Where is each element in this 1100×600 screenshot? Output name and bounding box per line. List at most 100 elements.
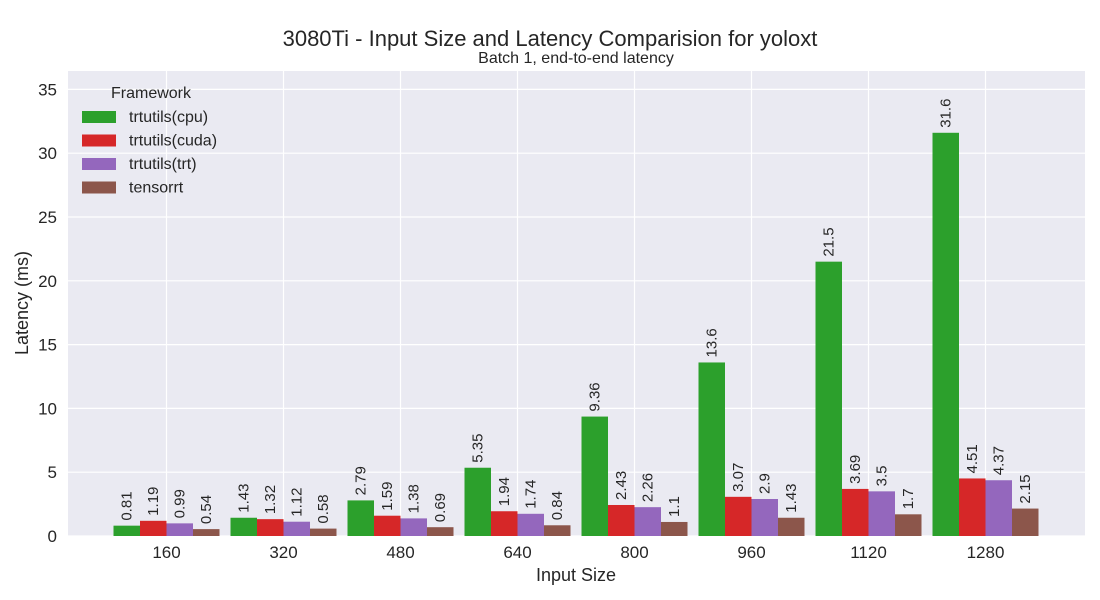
bar-value-label: 21.5 bbox=[821, 227, 838, 256]
legend-swatch bbox=[82, 158, 116, 170]
bar-trtutils(cuda)-800 bbox=[608, 504, 635, 536]
y-tick-label: 15 bbox=[38, 336, 57, 355]
legend-swatch bbox=[82, 111, 116, 123]
bar-value-label: 0.58 bbox=[315, 494, 332, 523]
bar-trtutils(trt)-1120 bbox=[868, 491, 895, 536]
bar-trtutils(cpu)-1280 bbox=[932, 132, 959, 536]
bar-tensorrt-480 bbox=[427, 527, 454, 536]
legend-entry: trtutils(cuda) bbox=[129, 133, 217, 150]
grid-lines bbox=[68, 71, 1085, 537]
y-tick-label: 20 bbox=[38, 272, 57, 291]
bar-value-label: 2.15 bbox=[1017, 474, 1034, 503]
legend-entry: tensorrt bbox=[129, 180, 184, 197]
bar-value-label: 13.6 bbox=[704, 328, 721, 357]
y-tick-label: 35 bbox=[38, 80, 57, 99]
bar-value-label: 0.99 bbox=[172, 489, 189, 518]
bar-value-label: 2.9 bbox=[757, 473, 774, 494]
bar-value-label: 3.69 bbox=[847, 455, 864, 484]
chart-subtitle: Batch 1, end-to-end latency bbox=[478, 50, 674, 67]
x-tick-label: 1280 bbox=[967, 543, 1005, 562]
bar-trtutils(trt)-480 bbox=[400, 518, 427, 536]
bar-value-label: 3.07 bbox=[730, 463, 747, 492]
x-tick-label: 160 bbox=[152, 543, 180, 562]
bar-value-label: 0.54 bbox=[198, 495, 215, 524]
legend-title: Framework bbox=[111, 85, 192, 102]
bar-value-label: 9.36 bbox=[587, 382, 604, 411]
y-tick-label: 10 bbox=[38, 399, 57, 418]
bar-trtutils(trt)-640 bbox=[517, 513, 544, 536]
bar-trtutils(trt)-960 bbox=[751, 498, 778, 536]
bar-value-label: 4.51 bbox=[964, 444, 981, 473]
x-tick-label: 960 bbox=[737, 543, 765, 562]
bar-tensorrt-800 bbox=[661, 521, 688, 536]
bar-trtutils(cpu)-480 bbox=[347, 500, 374, 536]
bar-trtutils(cuda)-1120 bbox=[842, 488, 869, 536]
legend-entry: trtutils(trt) bbox=[129, 156, 197, 173]
bar-tensorrt-1280 bbox=[1012, 508, 1039, 536]
bar-trtutils(cuda)-160 bbox=[140, 520, 167, 536]
bar-trtutils(trt)-800 bbox=[634, 507, 661, 536]
bar-value-label: 1.94 bbox=[496, 477, 513, 506]
legend-entry: trtutils(cpu) bbox=[129, 109, 208, 126]
bar-value-label: 3.5 bbox=[874, 465, 891, 486]
legend-swatch bbox=[82, 181, 116, 194]
bar-value-label: 1.19 bbox=[145, 487, 162, 516]
bar-labels: 0.81 1.43 2.79 5.35 9.36 13.6 21.5 31.6 1.19 1.32… bbox=[119, 99, 1035, 525]
bar-value-label: 4.37 bbox=[991, 446, 1008, 475]
bar-value-label: 0.84 bbox=[549, 491, 566, 520]
bar-value-label: 0.69 bbox=[432, 493, 449, 522]
bar-trtutils(trt)-160 bbox=[166, 523, 193, 536]
x-tick-label: 320 bbox=[269, 543, 297, 562]
bar-value-label: 1.1 bbox=[666, 496, 683, 517]
bar-tensorrt-960 bbox=[778, 517, 805, 536]
x-tick-label: 480 bbox=[386, 543, 414, 562]
bar-trtutils(cuda)-1280 bbox=[959, 478, 986, 536]
bar-value-label: 2.26 bbox=[640, 473, 657, 502]
bar-trtutils(trt)-1280 bbox=[985, 480, 1012, 536]
bar-value-label: 2.43 bbox=[613, 471, 630, 500]
bar-tensorrt-640 bbox=[544, 525, 571, 536]
bar-trtutils(cpu)-640 bbox=[464, 467, 491, 536]
legend: Framework trtutils(cpu) trtutils(cuda) trt… bbox=[82, 85, 217, 197]
bar-tensorrt-320 bbox=[310, 528, 337, 536]
bars bbox=[113, 132, 1039, 536]
bar-value-label: 1.74 bbox=[523, 480, 540, 509]
x-tick-label: 800 bbox=[620, 543, 648, 562]
bar-value-label: 1.59 bbox=[379, 482, 396, 511]
bar-value-label: 1.12 bbox=[289, 488, 306, 517]
y-tick-labels: 0 5 10 15 20 25 30 35 bbox=[38, 80, 57, 546]
y-tick-label: 5 bbox=[48, 463, 57, 482]
bar-trtutils(cpu)-1120 bbox=[815, 261, 842, 536]
bar-trtutils(cuda)-640 bbox=[491, 511, 518, 536]
legend-swatch bbox=[82, 134, 116, 147]
bar-value-label: 1.43 bbox=[783, 484, 800, 513]
bar-trtutils(cuda)-960 bbox=[725, 496, 752, 536]
bar-tensorrt-160 bbox=[193, 529, 220, 536]
plot-area bbox=[68, 71, 1085, 536]
bar-value-label: 1.32 bbox=[262, 485, 279, 514]
bar-trtutils(trt)-320 bbox=[283, 521, 310, 536]
x-tick-label: 640 bbox=[503, 543, 531, 562]
y-axis-label: Latency (ms) bbox=[12, 251, 32, 355]
y-tick-label: 25 bbox=[38, 208, 57, 227]
bar-trtutils(cuda)-480 bbox=[374, 515, 401, 536]
y-tick-label: 30 bbox=[38, 144, 57, 163]
bar-value-label: 2.79 bbox=[353, 466, 370, 495]
bar-trtutils(cpu)-800 bbox=[581, 416, 608, 536]
x-tick-label: 1120 bbox=[850, 543, 887, 562]
chart-title: 3080Ti - Input Size and Latency Comparis… bbox=[283, 26, 818, 51]
bar-trtutils(cpu)-960 bbox=[698, 362, 725, 536]
bar-value-label: 5.35 bbox=[470, 434, 487, 463]
bar-value-label: 1.43 bbox=[236, 484, 253, 513]
bar-trtutils(cpu)-160 bbox=[113, 525, 140, 536]
bar-value-label: 0.81 bbox=[119, 491, 136, 520]
bar-value-label: 1.38 bbox=[406, 484, 423, 513]
y-tick-label: 0 bbox=[48, 527, 57, 546]
bar-trtutils(cuda)-320 bbox=[257, 519, 284, 536]
bar-tensorrt-1120 bbox=[895, 514, 922, 536]
bar-value-label: 1.7 bbox=[900, 488, 917, 509]
x-tick-labels: 160 320 480 640 800 960 1120 1280 bbox=[152, 543, 1004, 562]
x-axis-label: Input Size bbox=[536, 565, 616, 585]
bar-value-label: 31.6 bbox=[938, 99, 955, 128]
